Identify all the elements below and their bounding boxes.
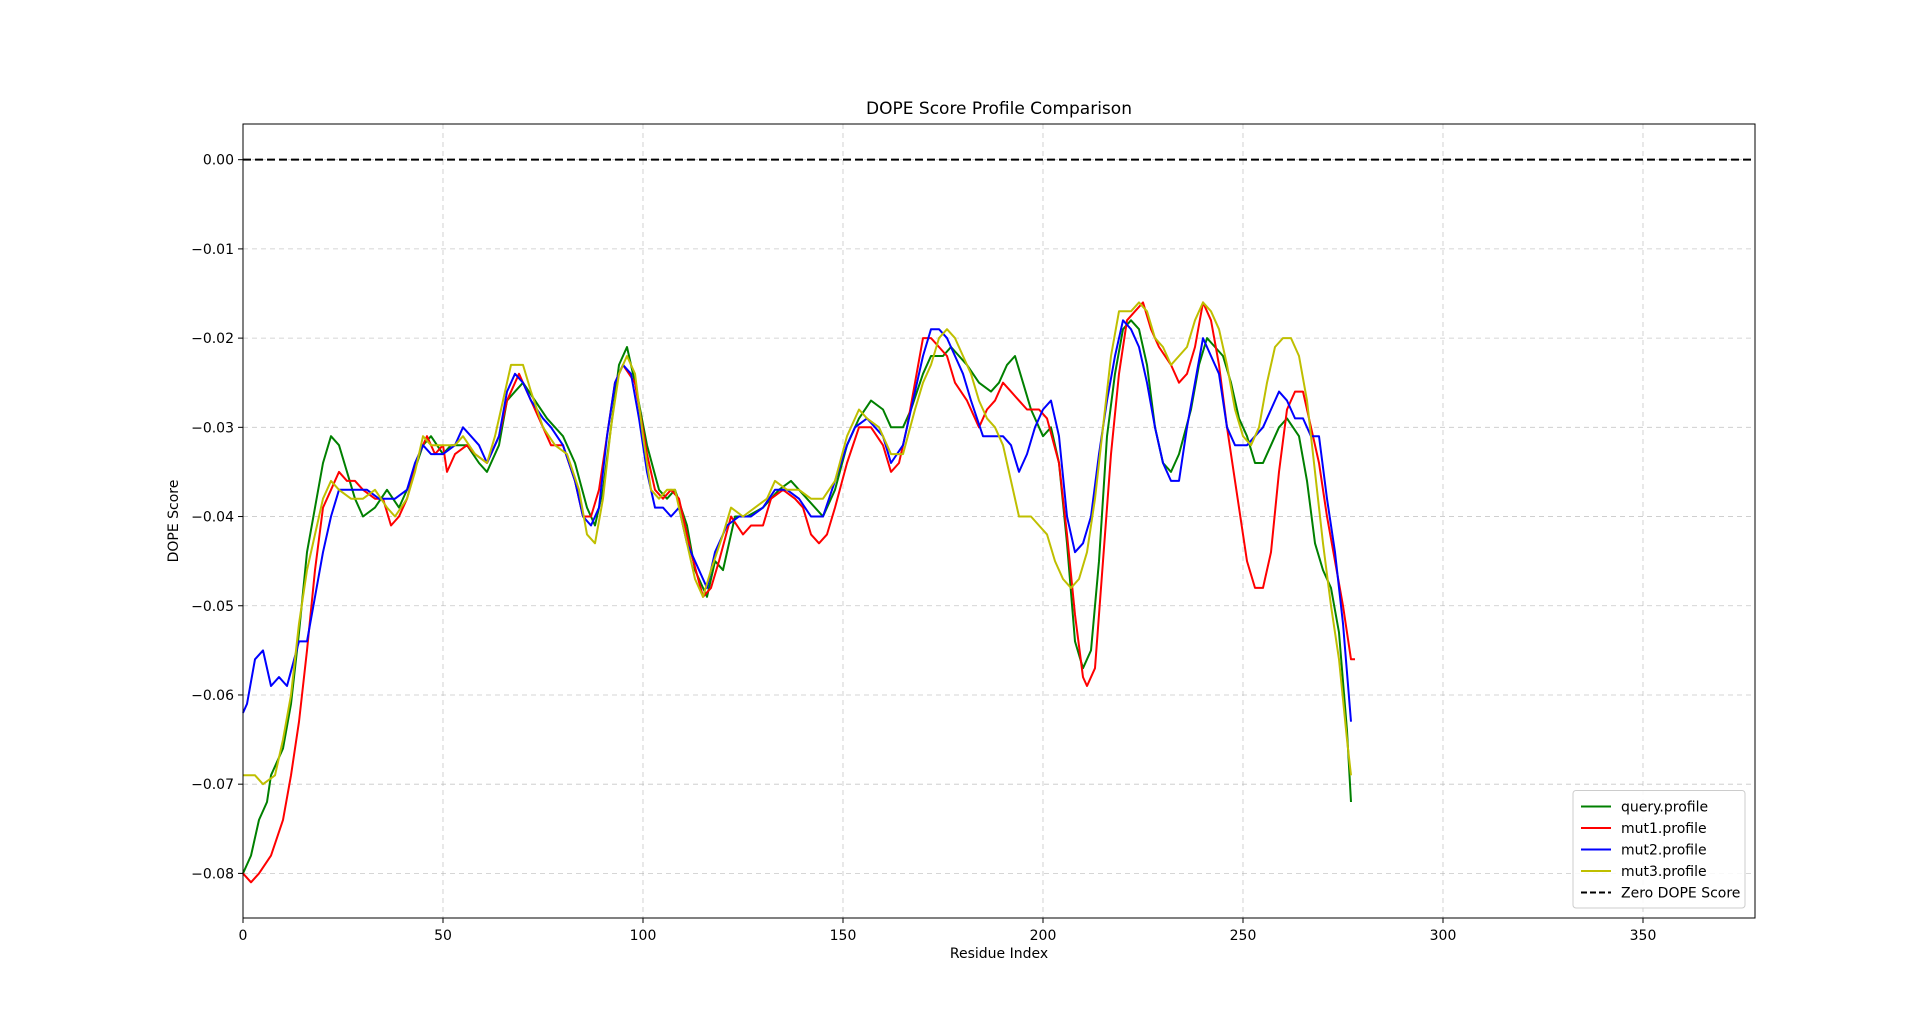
y-tick-label: 0.00 [203,153,234,169]
x-tick-label: 350 [1630,928,1657,944]
y-axis-ticks: 0.00 −0.01 −0.02 −0.03 −0.04 −0.05 −0.06 −0.07 −… [191,153,243,882]
legend-label: mut2.profile [1621,843,1707,859]
x-tick-label: 0 [239,928,248,944]
x-tick-label: 250 [1230,928,1257,944]
y-tick-label: −0.02 [191,331,234,347]
y-tick-label: −0.04 [191,510,234,526]
legend-label: mut1.profile [1621,821,1707,837]
legend-label: mut3.profile [1621,864,1707,880]
legend-label: Zero DOPE Score [1621,886,1740,902]
x-tick-label: 100 [630,928,657,944]
legend-box [1572,790,1746,909]
series-line-mut2-profile [242,319,1352,722]
grid [242,124,1755,918]
series-layer [242,301,1355,884]
x-tick-label: 50 [434,928,452,944]
series-line-mut3-profile [243,301,1352,786]
y-tick-label: −0.03 [191,420,234,436]
chart-title: DOPE Score Profile Comparison [866,99,1132,119]
x-tick-label: 300 [1430,928,1457,944]
y-axis-label: DOPE Score [166,480,182,563]
y-tick-label: −0.01 [191,242,234,258]
legend: query.profile mut1.profile mut2.profile mut… [1572,790,1746,909]
y-tick-label: −0.07 [191,777,234,793]
x-axis-label: Residue Index [950,946,1048,962]
axes-frame [242,123,1756,919]
y-tick-label: −0.06 [191,688,234,704]
x-tick-label: 150 [830,928,857,944]
y-tick-label: −0.05 [191,599,234,615]
x-tick-label: 200 [1030,928,1057,944]
y-tick-label: −0.08 [191,866,234,882]
x-axis-ticks: 0 50 100 150 200 250 300 350 [239,918,1657,944]
legend-label: query.profile [1621,800,1708,816]
